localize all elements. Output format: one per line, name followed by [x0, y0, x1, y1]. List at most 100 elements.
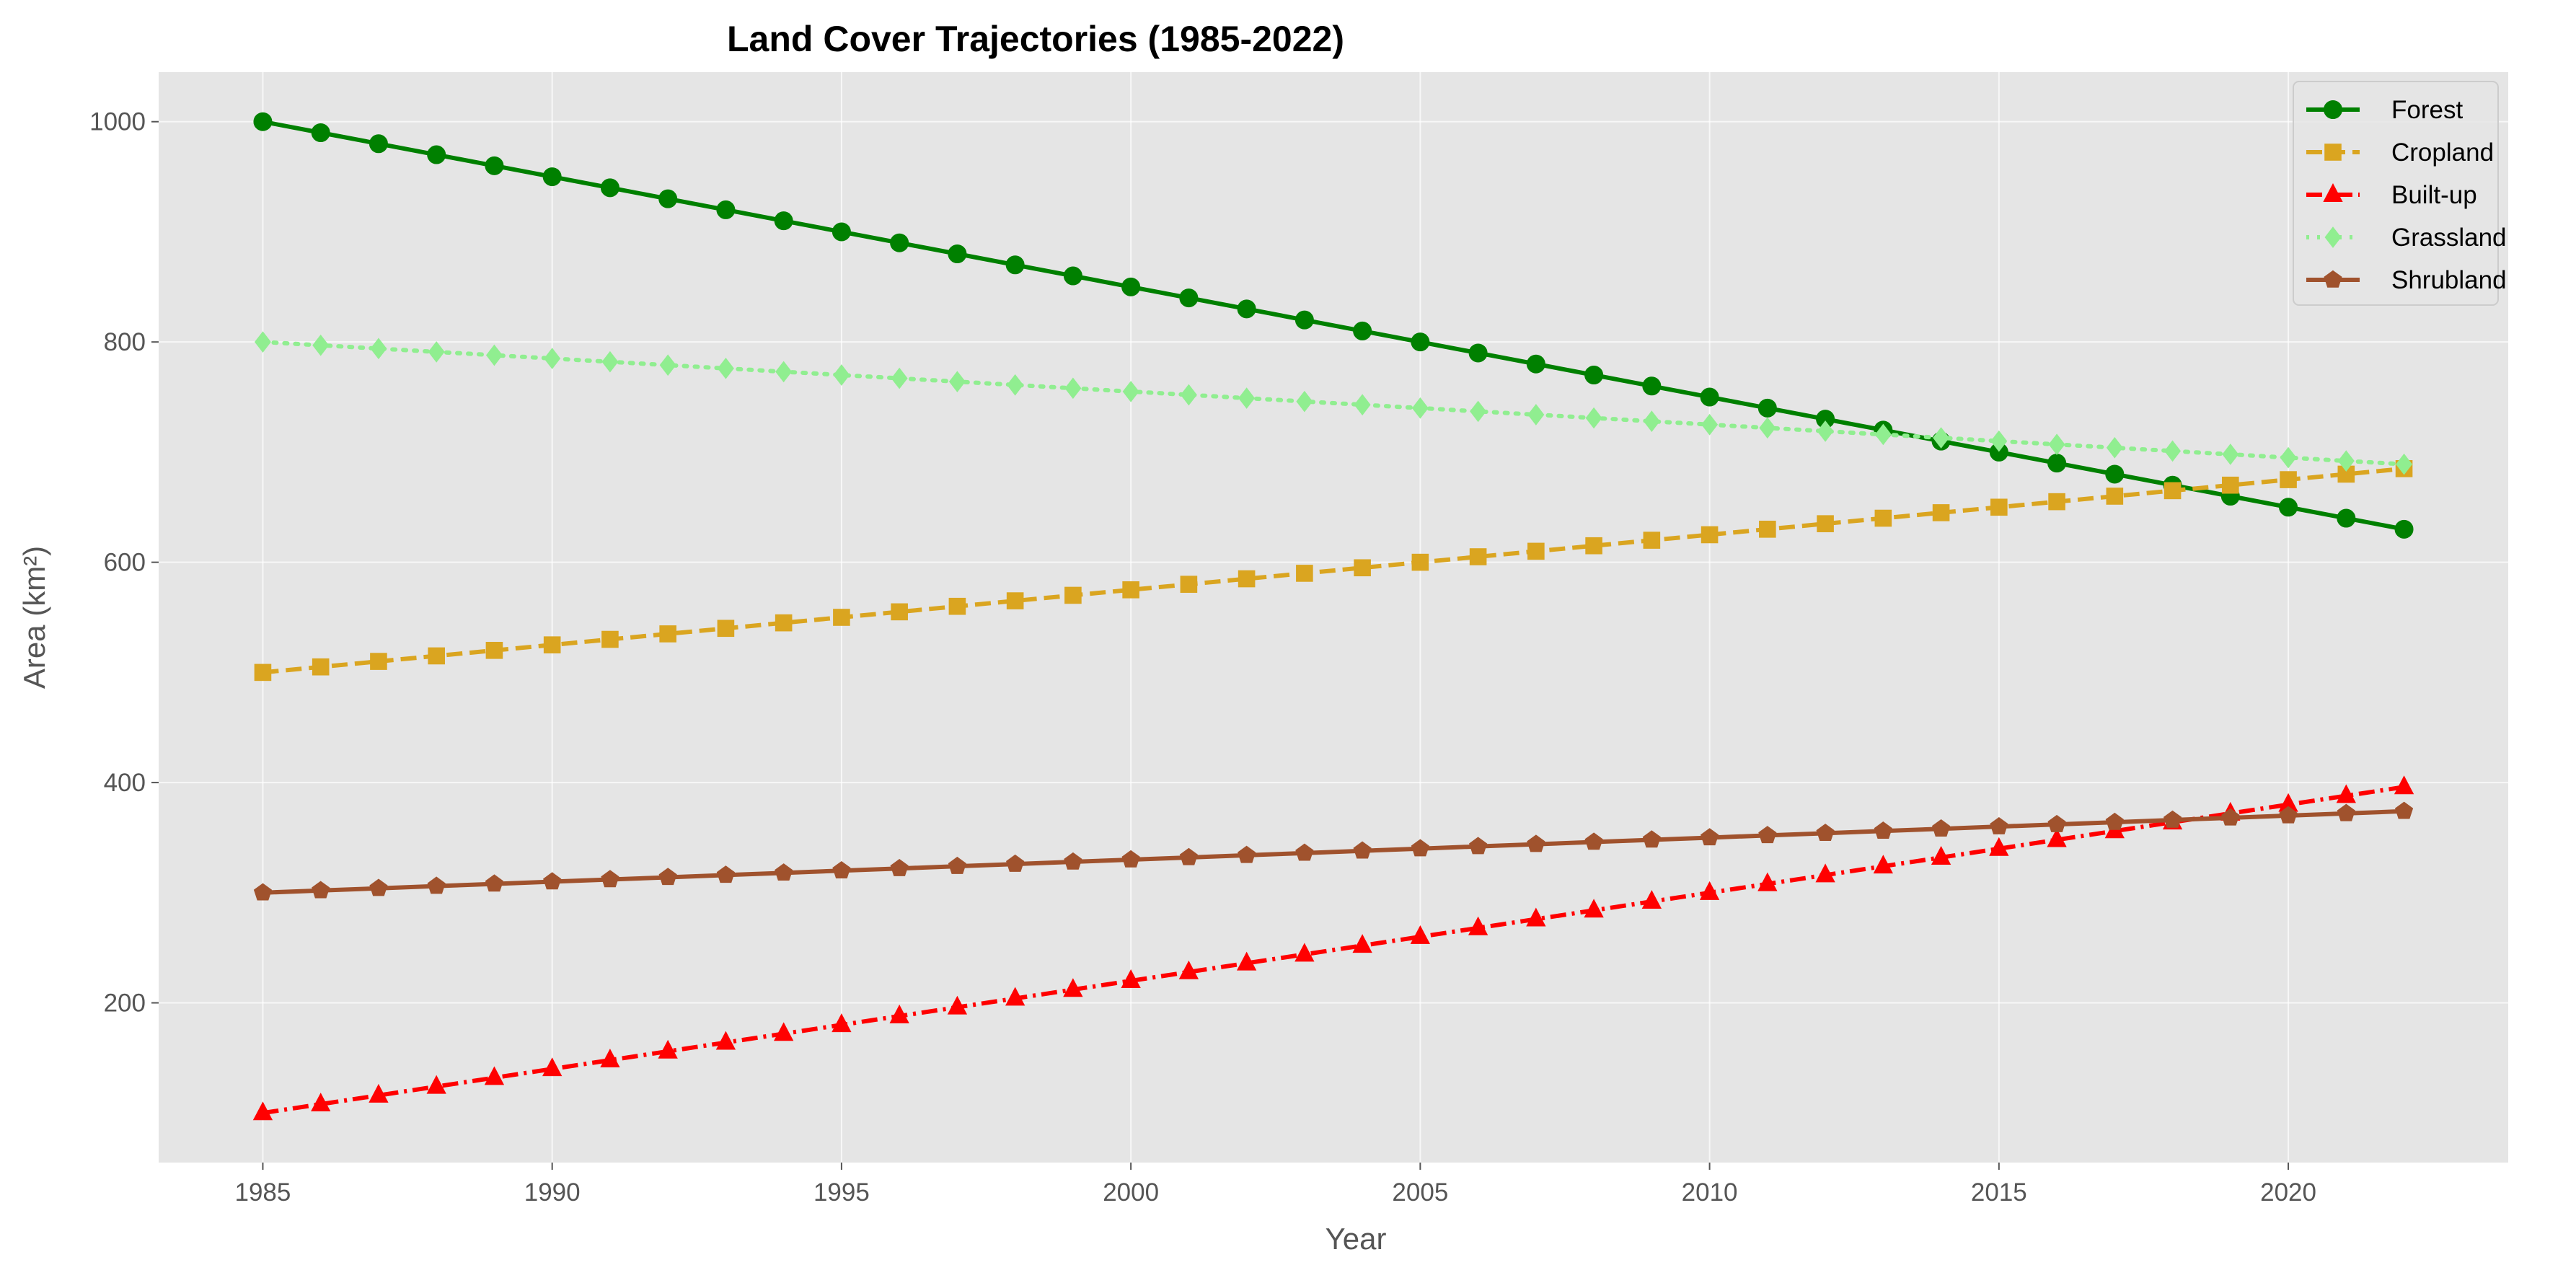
legend-label-shrubland: Shrubland: [2391, 266, 2507, 294]
legend-marker-shrubland: [2324, 270, 2342, 288]
data-point-cropland: [601, 630, 619, 648]
data-point-built-up: [1236, 951, 1257, 971]
data-point-grassland: [1296, 390, 1313, 413]
data-point-built-up: [1815, 863, 1835, 883]
data-point-shrubland: [1469, 837, 1488, 855]
data-point-forest: [2394, 519, 2414, 539]
data-point-cropland: [485, 642, 503, 659]
data-point-grassland: [1817, 420, 1834, 442]
data-point-grassland: [1354, 394, 1371, 416]
data-point-grassland: [601, 350, 619, 373]
data-point-grassland: [428, 341, 445, 363]
data-point-cropland: [2222, 476, 2239, 494]
data-point-forest: [890, 233, 909, 252]
data-point-cropland: [948, 597, 966, 615]
data-point-grassland: [833, 364, 850, 386]
legend-label-grassland: Grassland: [2391, 224, 2507, 252]
series-shrubland: [253, 801, 2414, 901]
data-point-forest: [1005, 255, 1025, 275]
data-point-built-up: [484, 1066, 505, 1085]
data-point-shrubland: [1816, 824, 1835, 842]
series-layer: [252, 112, 2414, 1121]
data-point-shrubland: [369, 878, 388, 896]
data-point-cropland: [1122, 581, 1139, 599]
data-point-shrubland: [601, 870, 619, 888]
x-tick-label: 1985: [235, 1178, 291, 1207]
data-point-built-up: [1641, 890, 1662, 909]
data-point-grassland: [948, 371, 966, 392]
data-point-shrubland: [716, 865, 736, 883]
data-point-forest: [1757, 398, 1777, 418]
data-point-grassland: [254, 331, 271, 353]
data-point-forest: [542, 167, 562, 187]
data-point-shrubland: [2337, 803, 2355, 821]
legend-item-forest: Forest: [2306, 96, 2463, 124]
x-tick-label: 2005: [1392, 1178, 1448, 1207]
legend-marker-forest: [2324, 100, 2342, 119]
data-point-grassland: [2106, 436, 2123, 459]
data-point-grassland: [2280, 446, 2297, 469]
data-point-shrubland: [1990, 816, 2008, 834]
series-forest: [253, 112, 2414, 539]
data-point-cropland: [717, 620, 735, 638]
series-line-grassland: [260, 340, 2407, 467]
data-point-grassland: [717, 358, 734, 379]
data-point-built-up: [1178, 960, 1199, 979]
data-point-built-up: [369, 1083, 389, 1103]
data-point-built-up: [1005, 987, 1025, 1006]
data-point-forest: [1526, 354, 1545, 374]
x-tick-label: 2010: [1682, 1178, 1738, 1207]
series-line-forest: [262, 119, 2405, 532]
data-point-shrubland: [485, 874, 504, 892]
data-point-grassland: [1933, 427, 1950, 449]
y-tick-label: 800: [104, 328, 146, 356]
data-point-built-up: [1410, 925, 1431, 944]
data-point-built-up: [947, 995, 968, 1015]
data-point-grassland: [1585, 407, 1602, 429]
data-point-shrubland: [2221, 808, 2240, 826]
data-point-cropland: [1585, 537, 1602, 555]
data-point-shrubland: [832, 861, 851, 878]
data-point-built-up: [1931, 845, 1951, 865]
x-tick-label: 2015: [1971, 1178, 2027, 1207]
data-point-shrubland: [948, 856, 966, 874]
data-point-built-up: [2394, 775, 2414, 795]
data-point-forest: [1411, 332, 1430, 352]
series-line-shrubland: [263, 808, 2404, 895]
data-point-built-up: [1294, 943, 1315, 962]
data-point-forest: [1353, 321, 1372, 340]
data-point-cropland: [1296, 565, 1313, 582]
data-point-built-up: [658, 1039, 678, 1059]
data-point-built-up: [1584, 899, 1604, 918]
y-tick-label: 1000: [89, 108, 146, 136]
data-point-cropland: [1643, 532, 1661, 549]
data-point-shrubland: [1238, 845, 1256, 863]
x-tick-label: 2000: [1103, 1178, 1159, 1207]
legend-marker-built-up: [2323, 183, 2343, 202]
data-point-forest: [1179, 288, 1199, 308]
legend-item-cropland: Cropland: [2306, 138, 2494, 167]
chart-legend: Forest Cropland Built-up Grassland Shrubland: [2293, 81, 2507, 306]
data-point-shrubland: [1874, 821, 1892, 839]
data-point-cropland: [1527, 542, 1545, 560]
data-point-shrubland: [2105, 812, 2124, 830]
data-point-built-up: [1757, 872, 1778, 891]
data-point-shrubland: [2394, 801, 2414, 819]
data-point-grassland: [659, 354, 676, 376]
data-point-built-up: [1121, 969, 1141, 988]
data-point-built-up: [600, 1049, 620, 1067]
data-point-built-up: [311, 1093, 331, 1112]
data-point-forest: [1468, 343, 1488, 363]
data-point-forest: [2105, 464, 2125, 484]
data-point-cropland: [1990, 498, 2008, 516]
data-point-cropland: [254, 663, 272, 682]
data-point-shrubland: [2279, 806, 2298, 824]
data-point-built-up: [1468, 916, 1488, 935]
data-point-forest: [716, 200, 736, 219]
data-point-built-up: [715, 1031, 736, 1050]
legend-label-cropland: Cropland: [2391, 138, 2494, 167]
data-point-cropland: [1874, 509, 1892, 527]
data-point-grassland: [891, 367, 908, 389]
data-point-shrubland: [890, 858, 909, 876]
